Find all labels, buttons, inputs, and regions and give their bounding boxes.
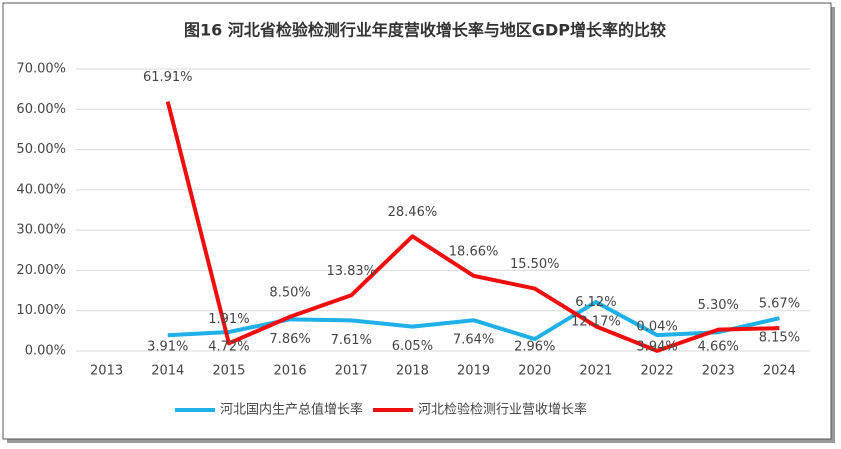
x-tick-label: 2017: [335, 364, 368, 379]
y-tick-label: 0.00%: [25, 344, 66, 359]
series-line: [165, 101, 780, 353]
x-tick-label: 2016: [274, 364, 307, 379]
x-tick-label: 2020: [518, 364, 551, 379]
data-label: 3.94%: [636, 340, 677, 355]
x-tick-label: 2014: [151, 364, 184, 379]
data-label: 6.12%: [575, 295, 616, 310]
data-label: 12.17%: [571, 314, 621, 329]
data-label: 2.96%: [514, 340, 555, 355]
data-label: 6.05%: [392, 339, 433, 354]
chart-title: 图16 河北省检验检测行业年度营收增长率与地区GDP增长率的比较: [184, 21, 666, 40]
data-label: 28.46%: [388, 205, 438, 220]
frame: [2, 2, 832, 440]
y-tick-label: 10.00%: [16, 303, 66, 318]
data-label: 13.83%: [326, 264, 376, 279]
data-label: 4.66%: [698, 340, 739, 355]
x-tick-label: 2015: [212, 364, 245, 379]
data-label: 8.50%: [269, 285, 310, 300]
x-tick-label: 2021: [579, 364, 612, 379]
data-label: 1.91%: [208, 312, 249, 327]
legend-label: 河北国内生产总值增长率: [220, 402, 363, 418]
x-tick-label: 2024: [763, 364, 796, 379]
legend-label: 河北检验检测行业营收增长率: [418, 402, 587, 418]
y-tick-label: 70.00%: [16, 62, 66, 77]
x-tick-label: 2022: [641, 364, 674, 379]
data-label: 7.64%: [453, 333, 494, 348]
y-tick-label: 40.00%: [16, 182, 66, 197]
y-tick-label: 50.00%: [16, 142, 66, 157]
x-tick-label: 2019: [457, 364, 490, 379]
y-tick-label: 60.00%: [16, 102, 66, 117]
data-label: 8.15%: [759, 331, 800, 346]
data-label: 4.72%: [208, 340, 249, 355]
x-tick-label: 2023: [702, 364, 735, 379]
data-label: 15.50%: [510, 257, 560, 272]
data-label: 0.04%: [636, 319, 677, 334]
y-tick-label: 20.00%: [16, 263, 66, 278]
x-tick-label: 2013: [90, 364, 123, 379]
data-label: 7.61%: [331, 333, 372, 348]
data-label: 7.86%: [269, 332, 310, 347]
x-tick-label: 2018: [396, 364, 429, 379]
data-label: 5.30%: [698, 298, 739, 313]
data-label: 5.67%: [759, 297, 800, 312]
data-label: 18.66%: [449, 244, 499, 259]
data-label: 3.91%: [147, 340, 188, 355]
y-tick-label: 30.00%: [16, 223, 66, 238]
data-label: 61.91%: [143, 70, 193, 85]
